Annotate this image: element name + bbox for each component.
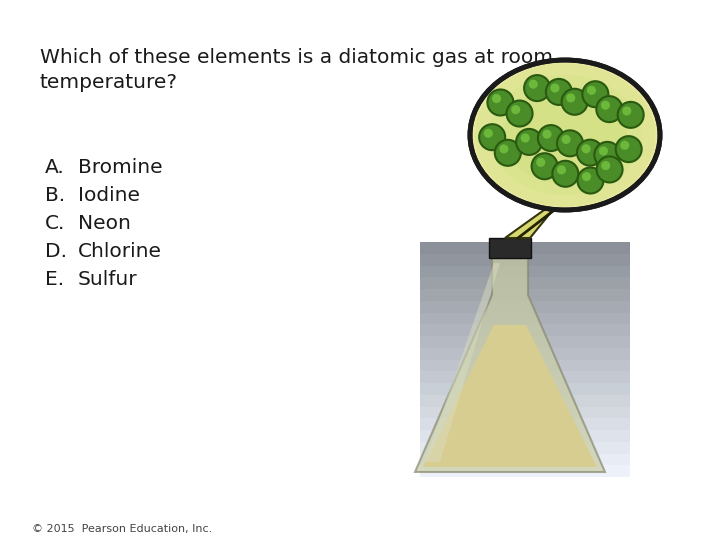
Circle shape [480, 124, 505, 150]
Circle shape [562, 135, 571, 144]
Circle shape [562, 89, 588, 115]
Text: Neon: Neon [78, 214, 131, 233]
Circle shape [524, 75, 550, 101]
Circle shape [599, 146, 608, 156]
Text: C.: C. [45, 214, 66, 233]
Circle shape [546, 79, 572, 105]
Circle shape [516, 129, 542, 155]
Bar [420, 465, 630, 477]
Circle shape [536, 158, 545, 167]
Text: Iodine: Iodine [78, 186, 140, 205]
Bar [420, 324, 630, 336]
Bar [420, 442, 630, 454]
Text: Bromine: Bromine [78, 158, 163, 177]
Text: B.: B. [45, 186, 65, 205]
Bar [489, 238, 531, 258]
Circle shape [511, 105, 521, 114]
Text: temperature?: temperature? [40, 73, 178, 92]
Bar [420, 430, 630, 442]
Text: D.: D. [45, 242, 67, 261]
Circle shape [582, 144, 590, 153]
Circle shape [552, 161, 578, 187]
Circle shape [622, 106, 631, 116]
Circle shape [618, 102, 644, 128]
Text: © 2015  Pearson Education, Inc.: © 2015 Pearson Education, Inc. [32, 524, 212, 534]
Text: E.: E. [45, 270, 64, 289]
Circle shape [616, 136, 642, 162]
Circle shape [601, 100, 610, 110]
Bar [420, 242, 630, 477]
Circle shape [521, 133, 530, 143]
Bar [420, 395, 630, 407]
Circle shape [500, 144, 508, 153]
Circle shape [528, 79, 538, 89]
Ellipse shape [470, 60, 660, 210]
Ellipse shape [474, 64, 655, 206]
Circle shape [557, 165, 566, 174]
Circle shape [495, 140, 521, 166]
Polygon shape [415, 258, 605, 472]
Circle shape [492, 94, 501, 103]
Circle shape [620, 141, 629, 150]
Circle shape [487, 90, 513, 116]
Circle shape [587, 86, 596, 95]
Bar [420, 348, 630, 360]
Circle shape [601, 161, 611, 170]
Bar [420, 266, 630, 277]
Polygon shape [423, 325, 597, 467]
Text: Chlorine: Chlorine [78, 242, 162, 261]
Circle shape [531, 153, 557, 179]
Circle shape [507, 100, 533, 126]
Circle shape [550, 84, 559, 92]
Circle shape [594, 142, 621, 168]
Circle shape [582, 172, 591, 181]
Bar [420, 383, 630, 395]
Circle shape [538, 125, 564, 151]
Circle shape [557, 130, 583, 157]
Circle shape [582, 81, 608, 107]
Bar [420, 242, 630, 254]
Polygon shape [505, 195, 565, 238]
Circle shape [597, 157, 623, 183]
Bar [420, 372, 630, 383]
Bar [420, 360, 630, 372]
Circle shape [577, 140, 603, 166]
Bar [420, 418, 630, 430]
Bar [420, 454, 630, 465]
Circle shape [566, 93, 575, 103]
Text: Which of these elements is a diatomic gas at room: Which of these elements is a diatomic ga… [40, 48, 553, 67]
Ellipse shape [489, 75, 641, 195]
Bar [420, 336, 630, 348]
Text: Sulfur: Sulfur [78, 270, 138, 289]
Polygon shape [425, 263, 500, 462]
Bar [420, 289, 630, 301]
Bar [420, 407, 630, 418]
Circle shape [484, 129, 492, 138]
Circle shape [542, 130, 552, 139]
Ellipse shape [503, 86, 626, 184]
Circle shape [596, 96, 622, 122]
Bar [420, 313, 630, 324]
Text: A.: A. [45, 158, 65, 177]
Bar [420, 277, 630, 289]
Bar [420, 301, 630, 313]
Bar [420, 254, 630, 266]
Circle shape [577, 167, 603, 193]
